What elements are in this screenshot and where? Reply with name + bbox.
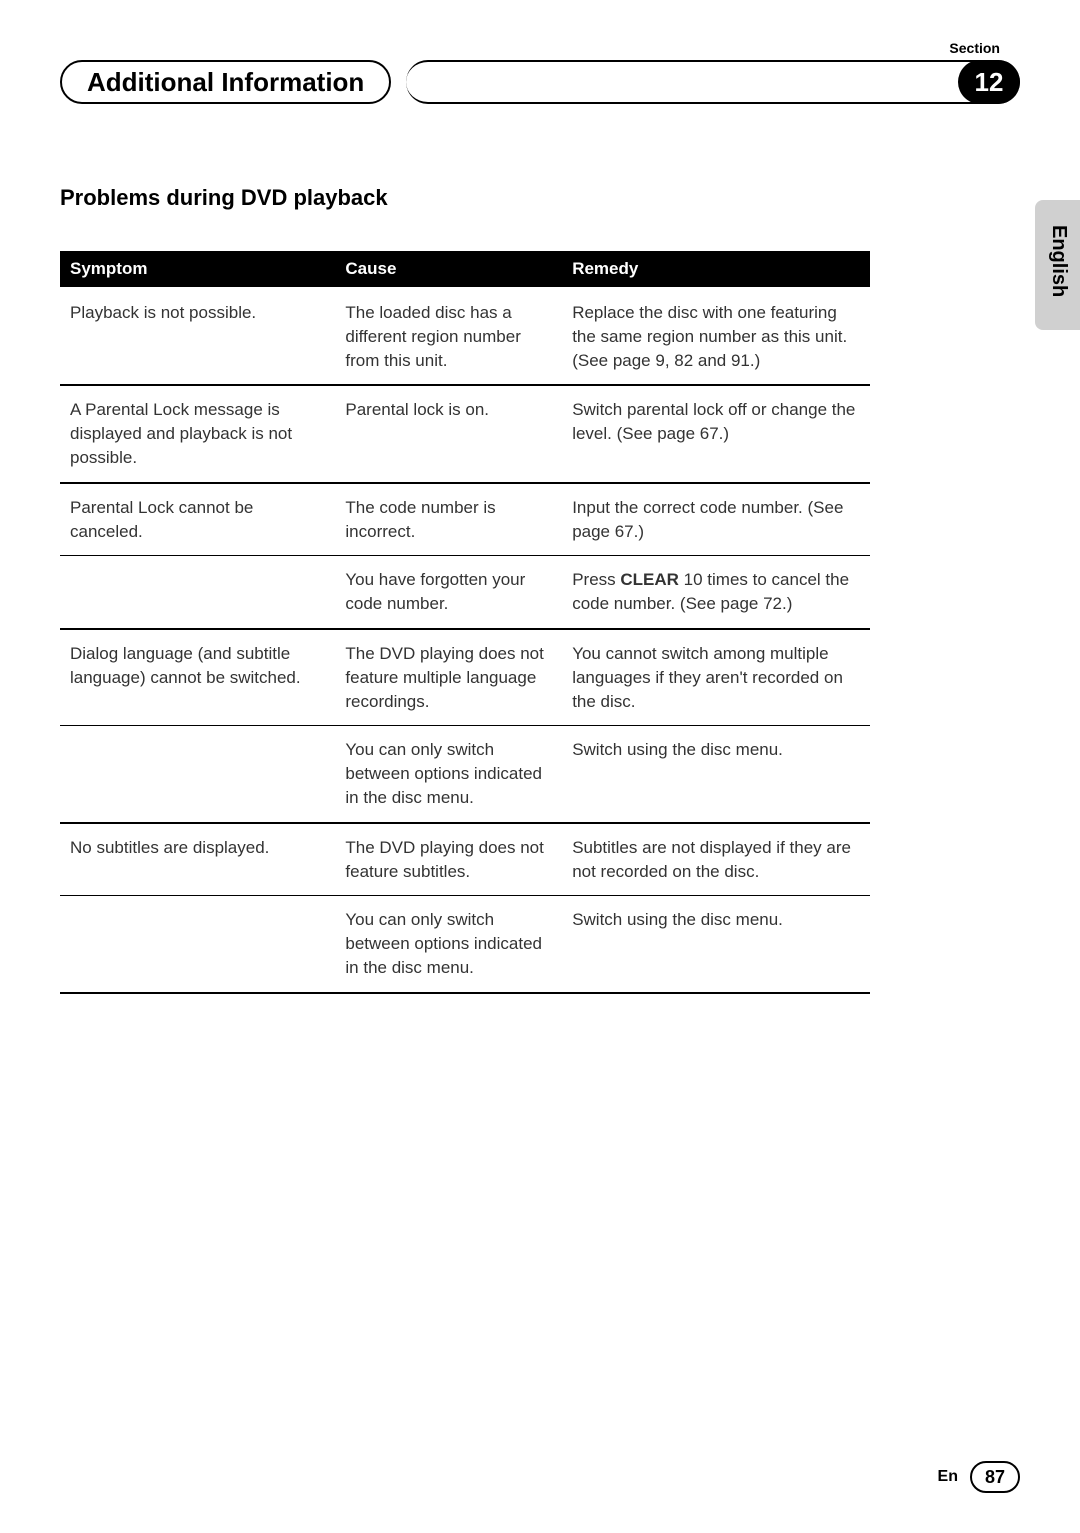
page-header: Section Additional Information 12: [60, 40, 1020, 100]
table-row: No subtitles are displayed.The DVD playi…: [60, 823, 870, 896]
table-row: Parental Lock cannot be canceled.The cod…: [60, 483, 870, 556]
cell-cause: The DVD playing does not feature multipl…: [335, 629, 562, 726]
cell-cause: You can only switch between options indi…: [335, 896, 562, 993]
cell-cause: The code number is incorrect.: [335, 483, 562, 556]
col-header-cause: Cause: [335, 251, 562, 287]
page-footer: En 87: [938, 1461, 1020, 1493]
section-number-badge: 12: [958, 60, 1020, 104]
page-title: Additional Information: [87, 67, 364, 98]
cell-remedy: You cannot switch among multiple languag…: [562, 629, 870, 726]
col-header-symptom: Symptom: [60, 251, 335, 287]
cell-symptom: No subtitles are displayed.: [60, 823, 335, 896]
section-subtitle: Problems during DVD playback: [60, 185, 870, 211]
cell-cause: You can only switch between options indi…: [335, 726, 562, 823]
language-tab-label: English: [1047, 225, 1070, 297]
page-number-badge: 87: [970, 1461, 1020, 1493]
cell-symptom: Parental Lock cannot be canceled.: [60, 483, 335, 556]
table-row: Playback is not possible.The loaded disc…: [60, 287, 870, 385]
header-spacer: 12: [406, 60, 1020, 104]
bold-text: CLEAR: [620, 570, 679, 589]
table-row: You have forgotten your code number.Pres…: [60, 556, 870, 629]
cell-symptom: [60, 726, 335, 823]
col-header-remedy: Remedy: [562, 251, 870, 287]
main-content: Problems during DVD playback Symptom Cau…: [60, 185, 870, 994]
table-row: A Parental Lock message is displayed and…: [60, 385, 870, 482]
cell-remedy: Replace the disc with one featuring the …: [562, 287, 870, 385]
table-row: You can only switch between options indi…: [60, 726, 870, 823]
title-pill: Additional Information: [60, 60, 391, 104]
cell-cause: The loaded disc has a different region n…: [335, 287, 562, 385]
cell-symptom: Playback is not possible.: [60, 287, 335, 385]
cell-cause: You have forgotten your code number.: [335, 556, 562, 629]
cell-remedy: Switch parental lock off or change the l…: [562, 385, 870, 482]
section-label: Section: [949, 40, 1000, 56]
cell-symptom: A Parental Lock message is displayed and…: [60, 385, 335, 482]
cell-symptom: Dialog language (and subtitle language) …: [60, 629, 335, 726]
cell-remedy: Subtitles are not displayed if they are …: [562, 823, 870, 896]
troubleshooting-table: Symptom Cause Remedy Playback is not pos…: [60, 251, 870, 994]
table-body: Playback is not possible.The loaded disc…: [60, 287, 870, 993]
table-header-row: Symptom Cause Remedy: [60, 251, 870, 287]
cell-remedy: Press CLEAR 10 times to cancel the code …: [562, 556, 870, 629]
cell-cause: Parental lock is on.: [335, 385, 562, 482]
cell-symptom: [60, 896, 335, 993]
cell-remedy: Switch using the disc menu.: [562, 896, 870, 993]
footer-lang-code: En: [938, 1468, 958, 1486]
cell-symptom: [60, 556, 335, 629]
cell-remedy: Switch using the disc menu.: [562, 726, 870, 823]
table-row: You can only switch between options indi…: [60, 896, 870, 993]
table-row: Dialog language (and subtitle language) …: [60, 629, 870, 726]
header-row: Additional Information 12: [60, 60, 1020, 104]
cell-cause: The DVD playing does not feature subtitl…: [335, 823, 562, 896]
cell-remedy: Input the correct code number. (See page…: [562, 483, 870, 556]
